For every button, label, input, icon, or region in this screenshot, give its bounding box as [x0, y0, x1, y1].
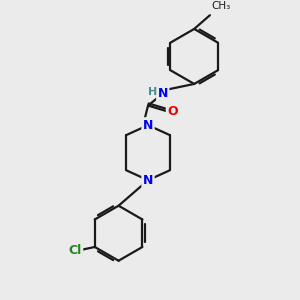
Text: N: N	[143, 174, 153, 187]
Text: H: H	[148, 87, 158, 97]
Text: N: N	[158, 87, 168, 100]
Text: Cl: Cl	[68, 244, 82, 257]
Text: N: N	[143, 119, 153, 132]
Text: O: O	[167, 105, 178, 118]
Text: CH₃: CH₃	[212, 1, 231, 11]
